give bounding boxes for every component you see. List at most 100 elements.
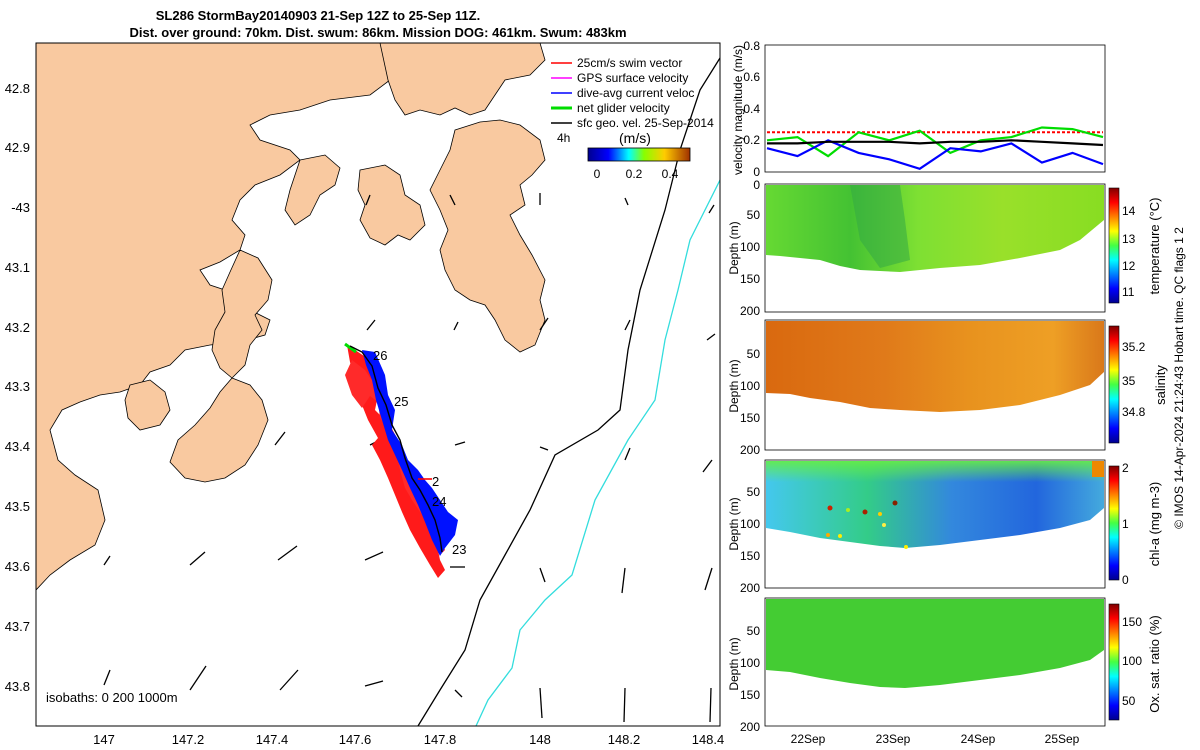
day-label-24: 24 [432, 494, 446, 509]
time-tick-2: 24Sep [961, 732, 996, 746]
speed-cbar-tick-1: 0.2 [626, 167, 643, 181]
sal-cbar-tick-1: 35 [1122, 374, 1136, 388]
isobath-1000m [475, 179, 720, 726]
credit-text: © IMOS 14-Apr-2024 21:24:43 Hobart time.… [1172, 227, 1186, 529]
map-xticks: 147 147.2 147.4 147.6 147.8 148 148.2 14… [93, 732, 724, 747]
oxy-yticks: 50 100 150 200 [740, 624, 760, 734]
chla-section [766, 461, 1104, 548]
swim-vectors [347, 345, 445, 578]
map-yticks: 42.8 42.9 -43 43.1 43.2 43.3 43.4 43.5 4… [5, 81, 30, 694]
dive-avg-vectors [362, 350, 458, 556]
temp-cbar-tick-2: 12 [1122, 259, 1136, 273]
title-line-1: SL286 StormBay20140903 21-Sep 12Z to 25-… [156, 8, 480, 23]
day-label-25: 25 [394, 394, 408, 409]
time-tick-0: 22Sep [791, 732, 826, 746]
time-tick-3: 25Sep [1045, 732, 1080, 746]
xtick-6: 148.2 [608, 732, 641, 747]
oxy-ytick-2: 100 [740, 656, 760, 670]
ytick-10: 43.8 [5, 679, 30, 694]
xtick-0: 147 [93, 732, 115, 747]
title-line-2: Dist. over ground: 70km. Dist. swum: 86k… [129, 25, 626, 40]
chla-ylabel: Depth (m) [727, 497, 741, 550]
velocity-axes [764, 44, 1106, 173]
oxy-cbar-tick-0: 150 [1122, 615, 1142, 629]
sal-yticks: 50 100 150 200 [740, 347, 760, 457]
chla-yticks: 50 100 150 200 [740, 485, 760, 595]
ytick-4: 43.2 [5, 320, 30, 335]
chla-ytick-3: 150 [740, 549, 760, 563]
oxy-ytick-4: 200 [740, 720, 760, 734]
temp-cbar-tick-3: 11 [1122, 285, 1135, 299]
map-content: 26 25 2 24 23 isobaths: 0 200 1000m [36, 43, 720, 726]
vel-ytick-2: 0.4 [743, 102, 760, 116]
chla-panel: 50 100 150 200 Depth (m) 2 1 0 chl-a (mg… [727, 459, 1162, 595]
ytick-0: 42.8 [5, 81, 30, 96]
land-forestier [429, 119, 546, 353]
temperature-panel: 0 50 100 150 200 Depth (m) 14 13 12 11 t… [727, 178, 1162, 318]
temp-cbar-tick-1: 13 [1122, 232, 1136, 246]
oxy-ylabel: Depth (m) [727, 637, 741, 690]
map-panel: 26 25 2 24 23 isobaths: 0 200 1000m 42.8… [5, 42, 724, 747]
sal-cbar-tick-0: 35.2 [1122, 340, 1146, 354]
chla-ytick-2: 100 [740, 517, 760, 531]
velocity-series [766, 126, 1104, 171]
salinity-section [766, 321, 1104, 412]
xtick-1: 147.2 [172, 732, 205, 747]
temp-ytick-3: 150 [740, 272, 760, 286]
legend-swim: 25cm/s swim vector [577, 56, 682, 70]
land-central-isle [357, 164, 426, 246]
legend-dive: dive-avg current veloc [577, 86, 694, 100]
speed-cbar-tick-2: 0.4 [662, 167, 679, 181]
ytick-1: 42.9 [5, 140, 30, 155]
isobath-200m [417, 57, 720, 726]
chla-cbar-ticks: 2 1 0 [1122, 461, 1129, 587]
sfc-geo-arrows [103, 193, 716, 723]
oxy-ytick-3: 150 [740, 688, 760, 702]
velocity-line-sfc-geo [767, 139, 1104, 147]
chla-ytick-4: 200 [740, 581, 760, 595]
temp-ytick-2: 100 [740, 240, 760, 254]
legend-sfc: sfc geo. vel. 25-Sep-2014 [577, 116, 714, 130]
sal-ytick-1: 50 [747, 347, 761, 361]
vel-ytick-0: 0 [753, 165, 760, 179]
sal-ytick-2: 100 [740, 379, 760, 393]
temp-cbar-ticks: 14 13 12 11 [1122, 204, 1136, 299]
sal-ytick-3: 150 [740, 411, 760, 425]
temperature-section [766, 185, 1104, 272]
speed-colorbar-label: (m/s) [619, 130, 651, 146]
day-label-26: 26 [373, 348, 387, 363]
speed-colorbar [587, 147, 691, 162]
temp-yticks: 0 50 100 150 200 [740, 178, 760, 318]
map-legend: 25cm/s swim vector GPS surface velocity … [551, 56, 714, 181]
xtick-7: 148.4 [692, 732, 725, 747]
ytick-6: 43.4 [5, 439, 30, 454]
land-fortescue [124, 379, 171, 431]
chla-colorbar [1108, 465, 1120, 581]
oxygen-panel: 50 100 150 200 Depth (m) 150 100 50 Ox. … [727, 597, 1162, 734]
glider-track [349, 345, 443, 553]
sal-cbar-ticks: 35.2 35 34.8 [1122, 340, 1146, 419]
oxy-ytick-1: 50 [747, 624, 761, 638]
legend-gps: GPS surface velocity [577, 71, 688, 85]
legend-net: net glider velocity [577, 101, 670, 115]
chla-ytick-1: 50 [747, 485, 761, 499]
time-axis: 22Sep 23Sep 24Sep 25Sep [791, 732, 1080, 746]
oxygen-section [766, 599, 1104, 688]
isobath-label: isobaths: 0 200 1000m [46, 690, 178, 705]
ytick-9: 43.7 [5, 619, 30, 634]
oxy-cbar-ticks: 150 100 50 [1122, 615, 1142, 708]
sal-ytick-4: 200 [740, 443, 760, 457]
vel-ytick-4: 0.8 [743, 39, 760, 53]
velocity-ylabel: velocity magnitude (m/s) [731, 45, 745, 175]
chla-cbar-tick-0: 2 [1122, 461, 1129, 475]
time-tick-1: 23Sep [876, 732, 911, 746]
oxy-cbar-tick-1: 100 [1122, 654, 1142, 668]
chla-cbar-tick-2: 0 [1122, 573, 1129, 587]
xtick-3: 147.6 [339, 732, 372, 747]
sal-ylabel: Depth (m) [727, 359, 741, 412]
net-glider-arrow [344, 342, 357, 354]
xtick-2: 147.4 [256, 732, 289, 747]
vel-ytick-3: 0.6 [743, 70, 760, 84]
day-label-2: 2 [432, 474, 439, 489]
temp-ytick-1: 50 [747, 208, 761, 222]
